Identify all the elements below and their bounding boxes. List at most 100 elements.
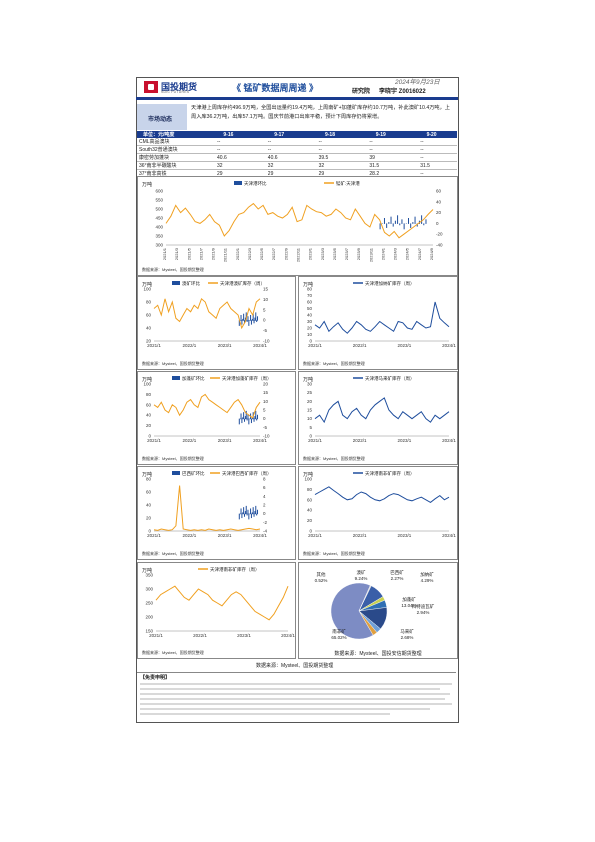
x-tick-label: 2023/1 (218, 533, 232, 538)
y-tick-label: 350 (145, 573, 153, 578)
x-tick-label: 2023/1 (218, 343, 232, 348)
y-tick-label: 550 (155, 198, 163, 203)
y-right-tick-label: -4 (263, 529, 267, 534)
x-tick-label: 2022/9 (283, 247, 288, 260)
chart-source: 数据来源：Mysteel、国投期货整理 (142, 550, 204, 556)
bar (248, 418, 250, 425)
series-line (314, 486, 450, 503)
y-tick-label: 25 (307, 390, 313, 395)
bar (254, 416, 256, 420)
bar (383, 218, 385, 224)
chart-source: 数据来源：Mysteel、国投期货整理 (142, 360, 204, 366)
x-tick-label: 2024/1 (253, 533, 267, 538)
bar (256, 320, 258, 322)
market-label: 市场动态 (148, 117, 173, 123)
x-tick-label: 2024/1 (253, 343, 267, 348)
chart-panel-safrica: 万吨 天津港南非矿库存（周） 150 200 250 300 350 2021/1 2022/1… (137, 562, 296, 659)
bar (247, 509, 249, 515)
bar (251, 417, 253, 420)
y-right-tick-label: -20 (436, 232, 443, 237)
x-tick-label: 2021/7 (198, 247, 203, 260)
x-tick-label: 2022/5 (259, 247, 264, 260)
x-tick-label: 2022/1 (182, 343, 196, 348)
y-tick-label: 150 (145, 629, 153, 634)
bar (249, 513, 251, 515)
y-right-tick-label: 8 (263, 477, 266, 482)
x-tick-label: 2021/3 (174, 247, 179, 260)
x-tick-label: 2022/1 (353, 533, 367, 538)
chart-panel-aus: 万吨 澳矿环比 天津港澳矿库存（周） 20 40 60 80 100 -10 -5 0 5 10 15 20… (137, 276, 296, 370)
pie-value-label: 4.29% (421, 578, 434, 583)
report-title: 《 锰矿数据周周递 》 (232, 83, 319, 93)
x-tick-label: 2021/5 (186, 247, 191, 260)
y-tick-label: 10 (307, 416, 313, 421)
chart-malaysia-ore: 万吨 天津港马来矿库存（周） 0 5 10 15 20 25 30 2021/1 2022/1 202… (303, 375, 456, 461)
table-cell: -- (406, 145, 457, 154)
y-tick-label: 100 (304, 477, 312, 482)
bar (238, 320, 240, 326)
table-cell: -- (355, 145, 407, 154)
y-tick-label: 60 (307, 497, 313, 502)
table-cell: -- (304, 138, 356, 146)
bar (244, 418, 246, 422)
brand-subname: SDIC FUTURES (161, 90, 190, 94)
y-tick-label: 30 (307, 319, 313, 324)
bar (250, 315, 252, 321)
y-axis-unit: 万吨 (303, 471, 313, 478)
x-tick-label: 2023/5 (332, 247, 337, 260)
chart-panel-tianjin-total: 万吨 天津港环比 锰矿:天津港 300 350 400 450 500 550 600 -40 -20… (137, 176, 458, 276)
y-tick-label: 80 (146, 477, 152, 482)
y-right-tick-label: 2 (263, 503, 266, 508)
y-tick-label: 15 (307, 408, 313, 413)
bar (239, 320, 241, 321)
chart-gabon-ore: 万吨 加蓬矿环比 天津港加蓬矿库存（周） 0 20 40 60 80 100 -10 -5 0 5 10 1… (142, 375, 272, 461)
table-cell: -- (203, 138, 254, 146)
y-right-tick-label: -10 (263, 339, 270, 344)
x-tick-label: 2021/1 (147, 438, 161, 443)
x-tick-label: 2022/11 (296, 247, 301, 262)
legend-label-bar: 澳矿环比 (182, 280, 200, 287)
chart-panel-gabon: 万吨 加蓬矿环比 天津港加蓬矿库存（周） 0 20 40 60 80 100 -10 -5 0 5 10 1… (137, 371, 296, 465)
bar (403, 223, 405, 230)
bar (414, 216, 416, 224)
table-cell: 31.5 (355, 161, 407, 170)
table-cell: -- (253, 145, 305, 154)
y-right-tick-label: 15 (263, 390, 269, 395)
x-tick-label: 2024/1 (253, 438, 267, 443)
x-tick-label: 2023/1 (218, 438, 232, 443)
bar (248, 320, 250, 326)
bar (257, 316, 259, 321)
table-cell: 32 (253, 161, 305, 170)
y-tick-label: 200 (145, 615, 153, 620)
brand-logo: 国投期货 SDIC FUTURES (144, 81, 214, 95)
y-tick-label: 20 (146, 339, 152, 344)
bar (252, 313, 254, 321)
x-tick-label: 2024/7 (417, 247, 422, 260)
y-right-tick-label: -40 (436, 243, 443, 248)
bar (239, 418, 241, 420)
chart-source: 数据来源：Mysteel、国投期货整理 (142, 455, 204, 461)
pie-label: 加纳矿 (420, 571, 434, 578)
chart-safrica-ore: 万吨 天津港南非矿库存（周） 150 200 250 300 350 2021/1 2022/1… (142, 566, 295, 655)
pie-slice (358, 585, 372, 612)
x-tick-label: 2024/1 (281, 633, 295, 638)
x-tick-label: 2021/1 (308, 438, 322, 443)
pie-value-label: 13.04% (401, 603, 416, 608)
pie-slice (330, 582, 374, 640)
y-tick-label: 0 (148, 434, 151, 439)
y-axis-unit: 万吨 (142, 471, 152, 478)
chart-source: 数据来源：Mysteel、国投期货整理 (303, 360, 365, 366)
pie-value-label: 2.68% (401, 635, 414, 640)
y-right-tick-label: -5 (263, 425, 267, 430)
bar (416, 223, 418, 227)
bar (238, 513, 240, 520)
bar (421, 215, 423, 224)
x-tick-label: 2024/3 (393, 247, 398, 260)
y-tick-label: 80 (146, 392, 152, 397)
x-tick-label: 2022/1 (182, 533, 196, 538)
x-tick-label: 2023/1 (397, 343, 411, 348)
y-tick-label: 10 (307, 332, 313, 337)
x-tick-label: 2022/1 (353, 438, 367, 443)
x-tick-label: 2023/7 (344, 247, 349, 260)
x-tick-label: 2022/1 (193, 633, 207, 638)
